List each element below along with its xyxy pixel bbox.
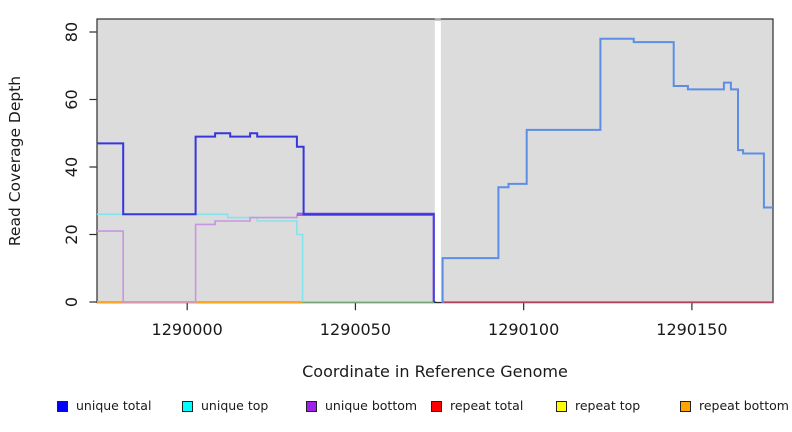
legend-item-unique-total: unique total [57,398,151,414]
legend-item-unique-bottom: unique bottom [306,398,417,414]
legend-swatch-icon [57,400,68,412]
legend-label: unique total [76,398,152,413]
legend-swatch-icon [306,400,317,412]
legend-swatch-icon [680,400,691,412]
legend-swatch-icon [556,400,567,412]
legend-item-repeat-top: repeat top [556,398,640,414]
plot-svg: 1290000 1290050 1290100 1290150 0 20 40 60 80 Co… [6,18,774,381]
y-tick-label-20: 20 [62,224,81,244]
legend-label: unique bottom [325,398,418,413]
y-tick-label-0: 0 [62,297,81,307]
x-tick-label-1290050: 1290050 [320,320,391,339]
y-tick-label-80: 80 [62,22,81,42]
y-tick-label-60: 60 [62,89,81,109]
y-tick-label-40: 40 [62,157,81,177]
series-unique-bottom [97,214,298,303]
legend-swatch-icon [431,400,442,412]
legend-item-repeat-total: repeat total [431,398,523,414]
coverage-gap-top-notch [434,18,441,21]
coverage-gap-mask [434,20,441,302]
x-axis-label: Coordinate in Reference Genome [302,362,568,381]
series-unique-total-right [441,37,773,303]
x-tick-label-1290150: 1290150 [656,320,727,339]
x-tick-label-1290000: 1290000 [152,320,223,339]
legend-item-unique-top: unique top [182,398,268,414]
legend: unique total unique top unique bottom repea… [0,398,792,418]
y-axis-label: Read Coverage Depth [6,76,24,246]
series-unique-total-left [97,132,436,302]
legend-label: repeat total [450,398,524,413]
legend-item-repeat-bottom: repeat bottom [680,398,789,414]
x-tick-label-1290100: 1290100 [488,320,559,339]
legend-label: repeat bottom [699,398,789,413]
legend-label: repeat top [575,398,641,413]
legend-swatch-icon [182,400,193,412]
legend-label: unique top [201,398,269,413]
series-unique-top [97,213,304,302]
